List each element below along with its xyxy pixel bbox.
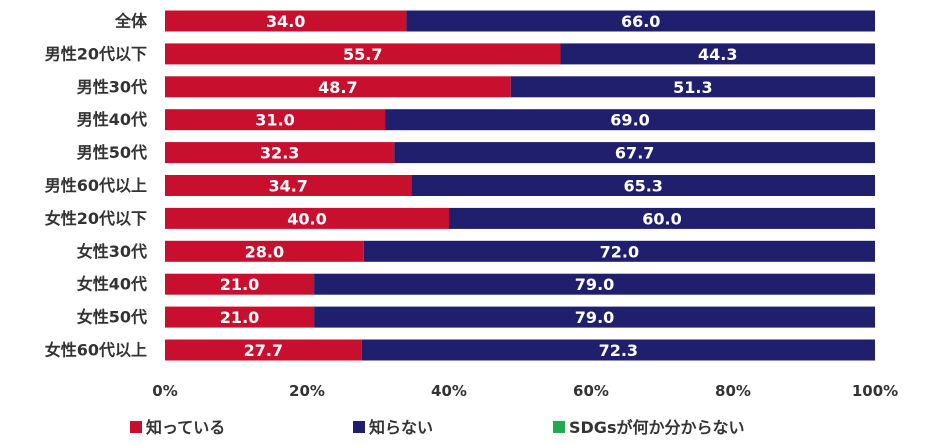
x-tick-label: 0% bbox=[152, 382, 177, 400]
x-tick-label: 100% bbox=[852, 382, 898, 400]
bar-segment-series-0 bbox=[165, 339, 362, 361]
x-tick-label: 20% bbox=[289, 382, 325, 400]
legend-swatch bbox=[353, 421, 365, 433]
x-tick-label: 60% bbox=[573, 382, 609, 400]
data-label: 60.0 bbox=[642, 209, 681, 228]
data-label: 34.0 bbox=[266, 12, 305, 31]
data-label: 48.7 bbox=[318, 78, 357, 97]
category-label: 女性60代以上 bbox=[45, 341, 147, 360]
bar-segment-series-1 bbox=[363, 240, 875, 262]
data-label: 32.3 bbox=[260, 144, 299, 163]
bar-segment-series-0 bbox=[165, 109, 386, 131]
category-label: 男性50代 bbox=[77, 143, 147, 162]
bars-group: 34.0 66.0 55.7 44.3 48.7 51.3 31.0 69.0 32.3 67.7… bbox=[165, 10, 876, 361]
legend-label: SDGsが何か分からない bbox=[569, 418, 744, 437]
data-label: 21.0 bbox=[220, 308, 259, 327]
x-axis: 0% 20% 40% 60% 80% 100% bbox=[152, 382, 898, 400]
bar-segment-series-1 bbox=[314, 273, 876, 295]
category-label: 女性30代 bbox=[77, 242, 147, 261]
x-tick-label: 80% bbox=[715, 382, 751, 400]
category-label: 女性40代 bbox=[77, 275, 147, 294]
data-label: 31.0 bbox=[255, 111, 294, 130]
category-labels: 全体男性20代以下男性30代男性40代男性50代男性60代以上女性20代以下女性… bbox=[45, 12, 148, 360]
bar-segment-series-0 bbox=[165, 10, 407, 32]
legend-label: 知らない bbox=[369, 418, 433, 437]
bar-segment-series-0 bbox=[165, 76, 511, 98]
data-label: 34.7 bbox=[268, 177, 307, 196]
bar-segment-series-0 bbox=[165, 43, 561, 65]
data-label: 67.7 bbox=[615, 144, 654, 163]
bar-segment-series-1 bbox=[314, 306, 876, 328]
data-label: 65.3 bbox=[623, 177, 662, 196]
data-label: 55.7 bbox=[343, 45, 382, 64]
legend-swatch bbox=[553, 421, 565, 433]
bar-segment-series-0 bbox=[165, 240, 364, 262]
data-label: 44.3 bbox=[698, 45, 737, 64]
category-label: 全体 bbox=[114, 12, 148, 31]
category-label: 女性50代 bbox=[77, 308, 147, 327]
bar-segment-series-1 bbox=[560, 43, 875, 65]
bar-segment-series-1 bbox=[411, 175, 875, 196]
data-label: 66.0 bbox=[621, 12, 660, 31]
bar-segment-series-0 bbox=[165, 273, 315, 295]
bar-segment-series-1 bbox=[385, 109, 875, 131]
legend-label: 知っている bbox=[146, 418, 225, 437]
bar-segment-series-1 bbox=[361, 339, 875, 361]
bar-segment-series-0 bbox=[165, 175, 412, 196]
legend-swatch bbox=[130, 421, 142, 433]
category-label: 女性20代以下 bbox=[45, 209, 147, 228]
data-label: 21.0 bbox=[220, 275, 259, 294]
category-label: 男性40代 bbox=[77, 110, 147, 129]
legend: 知っている 知らない SDGsが何か分からない bbox=[130, 418, 744, 437]
data-label: 27.7 bbox=[244, 341, 283, 360]
bar-segment-series-0 bbox=[165, 306, 315, 328]
category-label: 男性30代 bbox=[77, 77, 147, 96]
data-label: 28.0 bbox=[245, 242, 284, 261]
data-label: 69.0 bbox=[610, 111, 649, 130]
bar-segment-series-1 bbox=[394, 142, 875, 164]
bar-segment-series-1 bbox=[406, 10, 875, 32]
category-label: 男性20代以下 bbox=[45, 44, 147, 63]
x-tick-label: 40% bbox=[431, 382, 467, 400]
bar-segment-series-1 bbox=[510, 76, 875, 98]
data-label: 79.0 bbox=[575, 308, 614, 327]
data-label: 51.3 bbox=[673, 78, 712, 97]
data-label: 79.0 bbox=[575, 275, 614, 294]
category-label: 男性60代以上 bbox=[45, 176, 147, 195]
data-label: 72.3 bbox=[599, 341, 638, 360]
data-label: 72.0 bbox=[600, 242, 639, 261]
bar-segment-series-0 bbox=[165, 142, 395, 164]
bar-segment-series-1 bbox=[449, 207, 875, 229]
data-label: 40.0 bbox=[287, 209, 326, 228]
bar-segment-series-0 bbox=[165, 207, 449, 229]
